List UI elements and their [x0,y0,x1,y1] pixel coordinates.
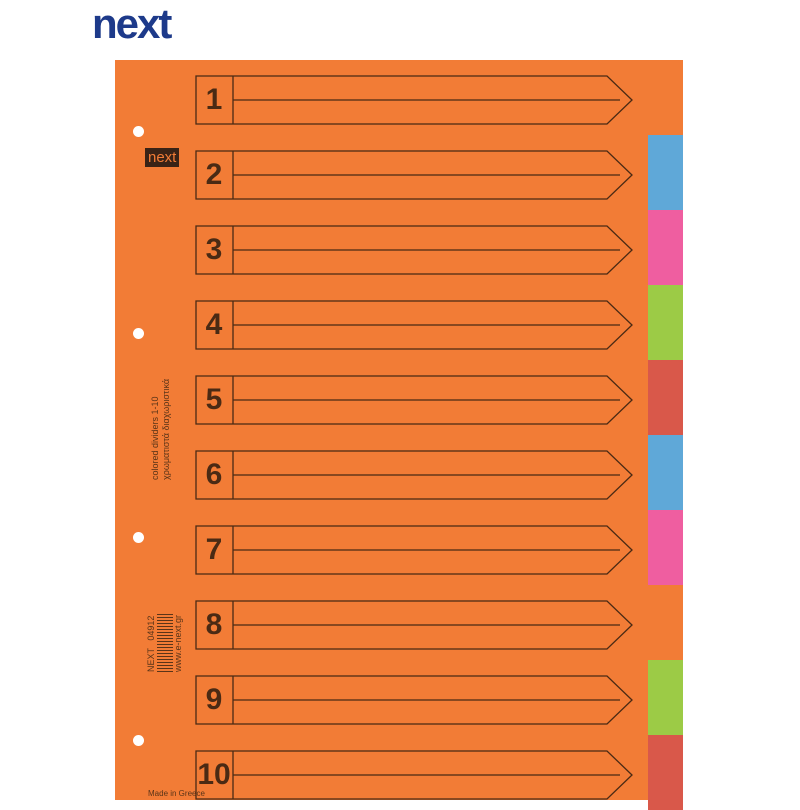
punch-hole [133,532,144,543]
mini-logo: next [145,148,180,167]
origin-label: Made in Greece [148,789,205,798]
divider-tab [648,660,683,735]
product-name-greek: χρωματιστά διαχωριστικά [161,378,171,480]
barcode-url: www.e-next.gr [173,614,183,672]
barcode-label: NEXT 04912 www.e-next.gr [146,612,184,672]
product-label: colored dividers 1-10 χρωματιστά διαχωρι… [150,360,172,480]
divider-tab [648,585,683,660]
arrow-label-outline [195,300,633,350]
row-number: 5 [205,383,223,416]
row-number: 6 [205,458,223,491]
arrow-label-outline [195,675,633,725]
arrow-label-outline [195,375,633,425]
divider-tab [648,510,683,585]
row-number: 1 [205,83,223,116]
divider-tab [648,735,683,810]
row-number: 9 [205,683,223,716]
divider-tab [648,435,683,510]
label-row: 2 [195,150,635,200]
label-row: 1 [195,75,635,125]
divider-tab [648,135,683,210]
divider-tab [648,360,683,435]
row-number: 4 [205,308,223,341]
label-row: 8 [195,600,635,650]
label-row: 7 [195,525,635,575]
arrow-label-outline [195,225,633,275]
punch-hole [133,126,144,137]
label-row: 4 [195,300,635,350]
label-row: 6 [195,450,635,500]
arrow-label-outline [195,150,633,200]
punch-hole [133,328,144,339]
row-number: 8 [205,608,223,641]
row-number: 2 [205,158,223,191]
arrow-label-outline [195,750,633,800]
punch-hole [133,735,144,746]
row-number: 3 [205,233,223,266]
barcode-code: 04912 [146,615,156,641]
divider-tab [648,210,683,285]
arrow-label-outline [195,75,633,125]
row-number: 10 [197,758,231,791]
brand-logo: next [92,0,172,47]
divider-sheet [115,60,683,800]
row-number: 7 [205,533,223,566]
barcode [157,612,173,672]
label-row: 3 [195,225,635,275]
label-row: 10 [195,750,635,800]
barcode-brand: NEXT [146,648,156,672]
arrow-label-outline [195,450,633,500]
arrow-label-outline [195,525,633,575]
label-row: 5 [195,375,635,425]
divider-tab [648,285,683,360]
product-name: colored dividers 1-10 [150,396,160,480]
label-row: 9 [195,675,635,725]
arrow-label-outline [195,600,633,650]
